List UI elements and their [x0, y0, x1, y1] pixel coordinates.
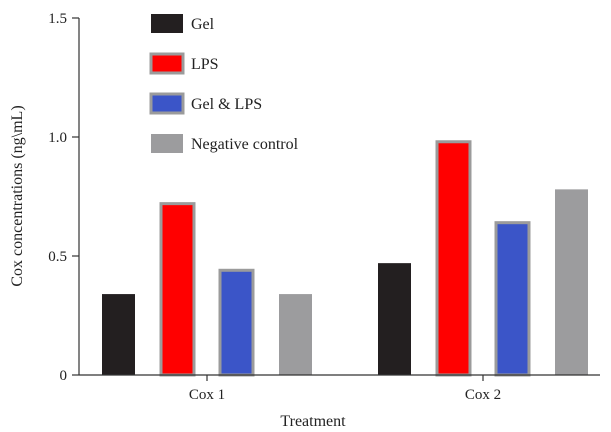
bar-gel-cox-2	[378, 263, 411, 375]
y-tick-label: 1.0	[48, 130, 67, 146]
y-tick-label: 1.5	[48, 11, 67, 27]
bar-negative-control-cox-2	[555, 189, 588, 375]
y-tick-label: 0.5	[48, 249, 67, 265]
legend-swatch-negative-control	[151, 134, 183, 153]
x-categories: Cox 1 Cox 2	[189, 375, 501, 403]
legend-label-lps: LPS	[191, 56, 219, 73]
bars-layer	[102, 140, 588, 377]
legend-label-negative-control: Negative control	[191, 136, 299, 153]
y-axis-title: Cox concentrations (ng\mL)	[9, 105, 26, 286]
legend-swatch-gel	[151, 14, 183, 33]
legend-swatch-lps	[149, 52, 185, 75]
y-ticks: 0 0.5 1.0 1.5	[48, 11, 79, 384]
y-tick-label: 0	[60, 368, 68, 384]
x-axis-title: Treatment	[280, 413, 346, 430]
bar-gel-and-lps-cox-2	[494, 221, 531, 377]
legend-label-gel-and-lps: Gel & LPS	[191, 96, 262, 113]
legend-label-gel: Gel	[191, 16, 215, 33]
axes-layer	[78, 18, 600, 376]
bar-lps-cox-2	[435, 140, 472, 377]
legend: Gel LPS Gel & LPS Negative control	[149, 14, 299, 153]
bar-gel-cox-1	[102, 294, 135, 375]
x-category-label: Cox 1	[189, 387, 225, 403]
bar-lps-cox-1	[159, 202, 196, 377]
x-category-label: Cox 2	[465, 387, 501, 403]
bar-gel-and-lps-cox-1	[218, 268, 255, 377]
bar-negative-control-cox-1	[279, 294, 312, 375]
legend-swatch-gel-and-lps	[149, 92, 185, 115]
